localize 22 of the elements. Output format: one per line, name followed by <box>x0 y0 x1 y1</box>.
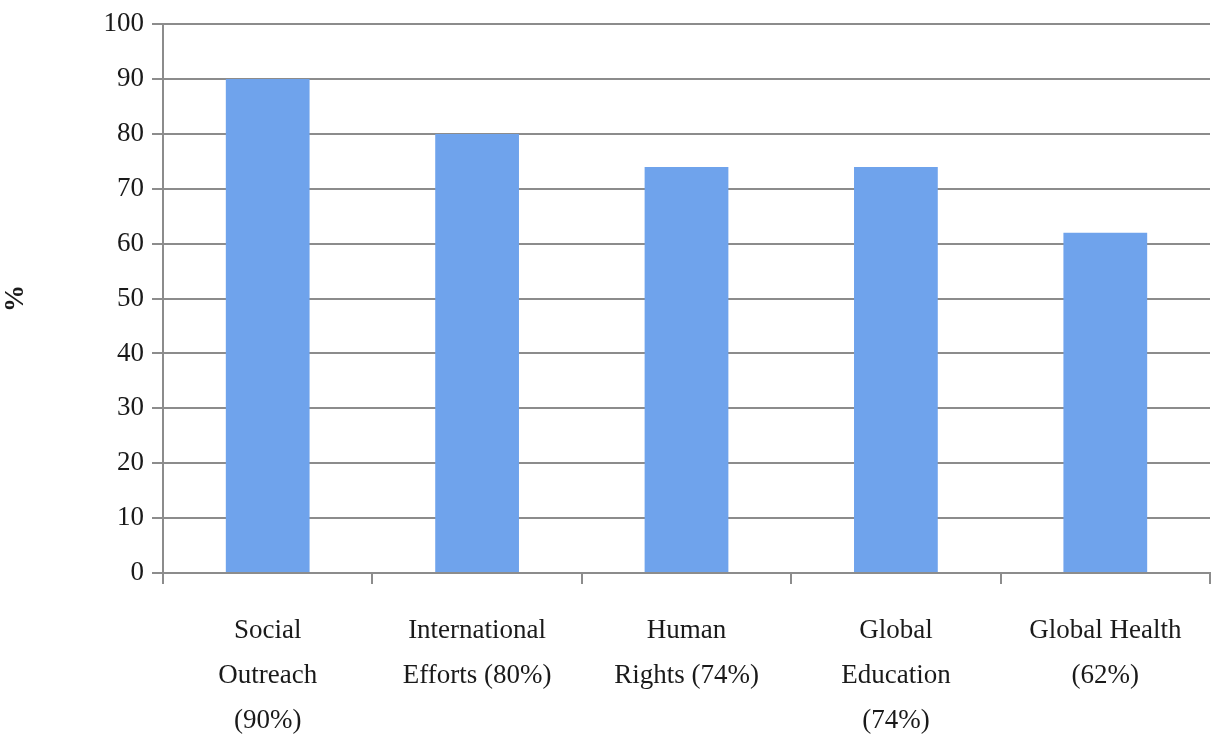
y-tick-label: 80 <box>117 117 144 148</box>
y-tick-label: 90 <box>117 62 144 93</box>
y-tick-label: 60 <box>117 226 144 257</box>
y-tick-label: 0 <box>130 556 144 587</box>
x-tick-label: Global Health (62%) <box>1029 613 1182 689</box>
y-tick-label: 10 <box>117 501 144 532</box>
x-tick-label: Human Rights (74%) <box>614 613 759 689</box>
bar <box>854 166 938 572</box>
y-tick-label: 20 <box>117 446 144 477</box>
bar <box>225 79 310 572</box>
y-tick-label: 30 <box>117 391 144 422</box>
x-tick-label: Global Education (74%) <box>841 613 952 734</box>
y-tick-label: 100 <box>103 7 144 38</box>
bar <box>1063 232 1148 572</box>
x-tick-label: International Efforts (80%) <box>402 613 552 689</box>
y-tick-label: 70 <box>117 171 144 202</box>
y-axis-title: % <box>0 285 30 313</box>
bar <box>435 133 519 572</box>
x-tick-label: Social Outreach (90%) <box>218 613 318 734</box>
y-tick-label: 50 <box>117 281 144 312</box>
y-tick-label: 40 <box>117 336 144 367</box>
bar <box>644 166 729 572</box>
